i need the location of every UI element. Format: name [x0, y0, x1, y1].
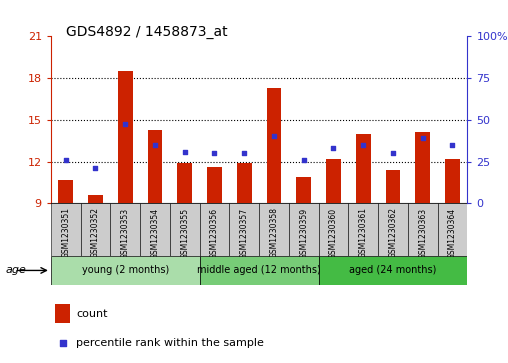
Text: GSM1230353: GSM1230353 [121, 208, 130, 258]
Point [59, 340, 67, 346]
Point [121, 121, 129, 127]
Bar [200, 203, 229, 256]
Text: percentile rank within the sample: percentile rank within the sample [76, 338, 264, 348]
Point [270, 134, 278, 139]
Text: age: age [5, 265, 26, 276]
Bar [289, 203, 319, 256]
Bar [408, 203, 437, 256]
Text: GSM1230351: GSM1230351 [61, 208, 70, 258]
Point [210, 150, 218, 156]
Text: count: count [76, 309, 108, 319]
Bar [356, 134, 371, 203]
Bar [118, 71, 133, 203]
Point [419, 135, 427, 141]
Bar [445, 159, 460, 203]
Bar [58, 180, 73, 203]
Bar [267, 88, 281, 203]
Text: aged (24 months): aged (24 months) [350, 265, 437, 276]
Bar [326, 159, 341, 203]
Text: GSM1230356: GSM1230356 [210, 208, 219, 258]
Bar [296, 177, 311, 203]
Bar [51, 256, 200, 285]
Text: GDS4892 / 1458873_at: GDS4892 / 1458873_at [66, 25, 228, 40]
Point [389, 150, 397, 156]
Text: GSM1230364: GSM1230364 [448, 208, 457, 258]
Point [240, 150, 248, 156]
Text: GSM1230355: GSM1230355 [180, 208, 189, 258]
Text: GSM1230360: GSM1230360 [329, 208, 338, 258]
Point [91, 166, 100, 171]
Point [329, 145, 337, 151]
Bar [348, 203, 378, 256]
Bar [110, 203, 140, 256]
Bar [437, 203, 467, 256]
Text: GSM1230359: GSM1230359 [299, 208, 308, 258]
Text: GSM1230361: GSM1230361 [359, 208, 368, 258]
Bar [415, 132, 430, 203]
Bar [378, 203, 408, 256]
Bar [147, 130, 163, 203]
Point [449, 142, 457, 148]
Point [61, 157, 70, 163]
Text: GSM1230357: GSM1230357 [240, 208, 249, 258]
Text: middle aged (12 months): middle aged (12 months) [197, 265, 321, 276]
Bar [319, 256, 467, 285]
Bar [177, 163, 192, 203]
Bar [319, 203, 348, 256]
Bar [88, 195, 103, 203]
Bar [51, 203, 81, 256]
Bar [237, 163, 251, 203]
Point [181, 149, 189, 155]
Bar [200, 256, 319, 285]
Bar [140, 203, 170, 256]
Bar [81, 203, 110, 256]
Point [359, 142, 367, 148]
Bar [207, 167, 222, 203]
Text: GSM1230362: GSM1230362 [389, 208, 397, 258]
Bar [55, 304, 70, 323]
Bar [386, 170, 400, 203]
Text: GSM1230363: GSM1230363 [418, 208, 427, 258]
Text: GSM1230358: GSM1230358 [269, 208, 278, 258]
Text: GSM1230354: GSM1230354 [150, 208, 160, 258]
Point [300, 157, 308, 163]
Bar [259, 203, 289, 256]
Text: young (2 months): young (2 months) [82, 265, 169, 276]
Point [151, 142, 159, 148]
Text: GSM1230352: GSM1230352 [91, 208, 100, 258]
Bar [170, 203, 200, 256]
Bar [229, 203, 259, 256]
